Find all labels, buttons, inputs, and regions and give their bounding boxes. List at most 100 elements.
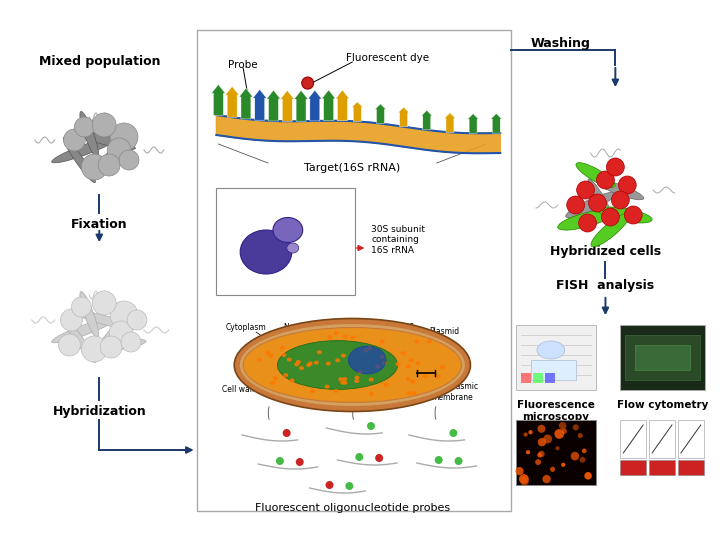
Polygon shape	[197, 30, 511, 511]
Ellipse shape	[58, 334, 81, 356]
Ellipse shape	[414, 339, 419, 344]
Polygon shape	[217, 188, 356, 295]
Ellipse shape	[400, 351, 405, 355]
Ellipse shape	[81, 336, 107, 362]
Text: Nucleoid: Nucleoid	[283, 322, 316, 332]
Text: Fluorescence
microscopy: Fluorescence microscopy	[517, 400, 595, 421]
Text: Cytoplasmic
membrane: Cytoplasmic membrane	[432, 382, 479, 402]
Bar	[649, 420, 675, 458]
Bar	[678, 420, 703, 458]
Ellipse shape	[409, 358, 414, 362]
Ellipse shape	[364, 348, 369, 353]
Ellipse shape	[307, 361, 312, 366]
Ellipse shape	[273, 377, 278, 380]
Text: Washing: Washing	[531, 37, 590, 50]
Ellipse shape	[100, 336, 122, 358]
Ellipse shape	[343, 334, 348, 339]
FancyArrow shape	[253, 89, 266, 120]
Ellipse shape	[325, 361, 330, 366]
Ellipse shape	[294, 362, 300, 366]
Ellipse shape	[535, 459, 541, 465]
Ellipse shape	[606, 158, 624, 176]
Ellipse shape	[239, 324, 466, 406]
Bar	[621, 460, 646, 475]
FancyArrow shape	[444, 113, 456, 133]
Text: Hybridized cells: Hybridized cells	[550, 246, 661, 259]
Ellipse shape	[277, 341, 397, 390]
Ellipse shape	[98, 154, 120, 176]
Ellipse shape	[449, 429, 457, 437]
Bar	[649, 460, 675, 475]
Ellipse shape	[296, 458, 304, 466]
Bar	[621, 325, 705, 390]
Ellipse shape	[280, 346, 284, 349]
Ellipse shape	[338, 377, 343, 381]
Ellipse shape	[577, 181, 595, 199]
Ellipse shape	[577, 433, 582, 438]
Ellipse shape	[375, 454, 383, 462]
Ellipse shape	[537, 453, 542, 458]
Ellipse shape	[596, 171, 614, 189]
Ellipse shape	[561, 463, 565, 467]
FancyArrow shape	[239, 88, 253, 119]
Ellipse shape	[412, 391, 417, 395]
Ellipse shape	[314, 361, 319, 365]
Ellipse shape	[624, 206, 642, 224]
Ellipse shape	[567, 196, 585, 214]
Ellipse shape	[440, 366, 445, 370]
Ellipse shape	[109, 321, 133, 345]
Bar	[678, 460, 703, 475]
Ellipse shape	[289, 379, 294, 382]
Ellipse shape	[410, 380, 415, 384]
Bar	[531, 360, 576, 380]
FancyArrow shape	[467, 114, 479, 133]
Ellipse shape	[382, 361, 387, 365]
Ellipse shape	[407, 391, 412, 395]
Text: Ribosomes: Ribosomes	[372, 321, 414, 331]
Text: FISH  analysis: FISH analysis	[557, 279, 654, 292]
Text: Ribosome: Ribosome	[252, 280, 310, 290]
Ellipse shape	[282, 353, 287, 357]
Ellipse shape	[369, 378, 374, 381]
Bar	[625, 335, 700, 380]
FancyArrow shape	[294, 90, 308, 121]
Ellipse shape	[110, 123, 138, 151]
Ellipse shape	[107, 138, 131, 162]
Ellipse shape	[269, 354, 274, 358]
Text: Target(16S rRNA): Target(16S rRNA)	[305, 163, 400, 173]
Text: Probe: Probe	[228, 60, 258, 70]
Ellipse shape	[310, 389, 315, 393]
Ellipse shape	[74, 117, 94, 137]
Ellipse shape	[528, 430, 533, 434]
Bar	[533, 373, 543, 383]
Ellipse shape	[354, 379, 359, 383]
Ellipse shape	[266, 351, 271, 355]
Ellipse shape	[336, 358, 340, 362]
Text: Fluorescent oligonucleotide probes: Fluorescent oligonucleotide probes	[255, 503, 450, 513]
Text: Plasmid: Plasmid	[429, 327, 459, 337]
Ellipse shape	[325, 481, 333, 489]
Ellipse shape	[572, 424, 579, 431]
Ellipse shape	[63, 137, 95, 183]
Ellipse shape	[81, 154, 107, 180]
Ellipse shape	[537, 341, 564, 359]
FancyArrow shape	[352, 102, 363, 121]
Ellipse shape	[427, 340, 432, 344]
Ellipse shape	[558, 210, 613, 230]
FancyArrow shape	[308, 90, 322, 121]
FancyArrow shape	[375, 104, 386, 123]
FancyArrow shape	[491, 114, 502, 133]
FancyArrow shape	[398, 107, 409, 127]
Bar	[545, 373, 555, 383]
Ellipse shape	[110, 301, 138, 329]
Ellipse shape	[538, 451, 545, 457]
Ellipse shape	[576, 163, 615, 187]
Ellipse shape	[571, 452, 580, 460]
Ellipse shape	[379, 355, 384, 359]
Text: Fixation: Fixation	[71, 218, 127, 231]
Ellipse shape	[415, 361, 420, 365]
Ellipse shape	[92, 113, 116, 137]
Ellipse shape	[346, 482, 354, 490]
Ellipse shape	[543, 434, 552, 444]
Ellipse shape	[369, 392, 374, 396]
